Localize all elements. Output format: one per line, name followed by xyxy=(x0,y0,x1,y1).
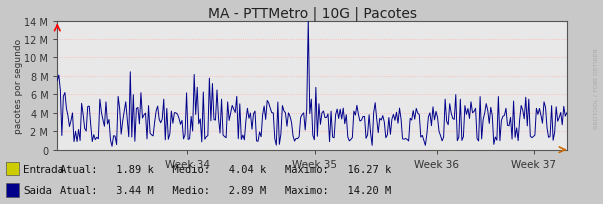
Text: Atual:   3.44 M   Medio:   2.89 M   Maximo:   14.20 M: Atual: 3.44 M Medio: 2.89 M Maximo: 14.2… xyxy=(60,185,391,195)
Text: Saida: Saida xyxy=(23,185,52,195)
Title: MA - PTTMetro | 10G | Pacotes: MA - PTTMetro | 10G | Pacotes xyxy=(207,6,417,21)
Text: Entrada: Entrada xyxy=(23,164,64,174)
Bar xyxy=(6,183,19,197)
Text: RRDTOOL / TOBI OETIKER: RRDTOOL / TOBI OETIKER xyxy=(594,48,599,128)
Text: Atual:   1.89 k   Medio:   4.04 k   Maximo:   16.27 k: Atual: 1.89 k Medio: 4.04 k Maximo: 16.2… xyxy=(60,164,391,174)
Bar xyxy=(6,162,19,176)
Y-axis label: pacotes por segundo: pacotes por segundo xyxy=(14,38,23,133)
